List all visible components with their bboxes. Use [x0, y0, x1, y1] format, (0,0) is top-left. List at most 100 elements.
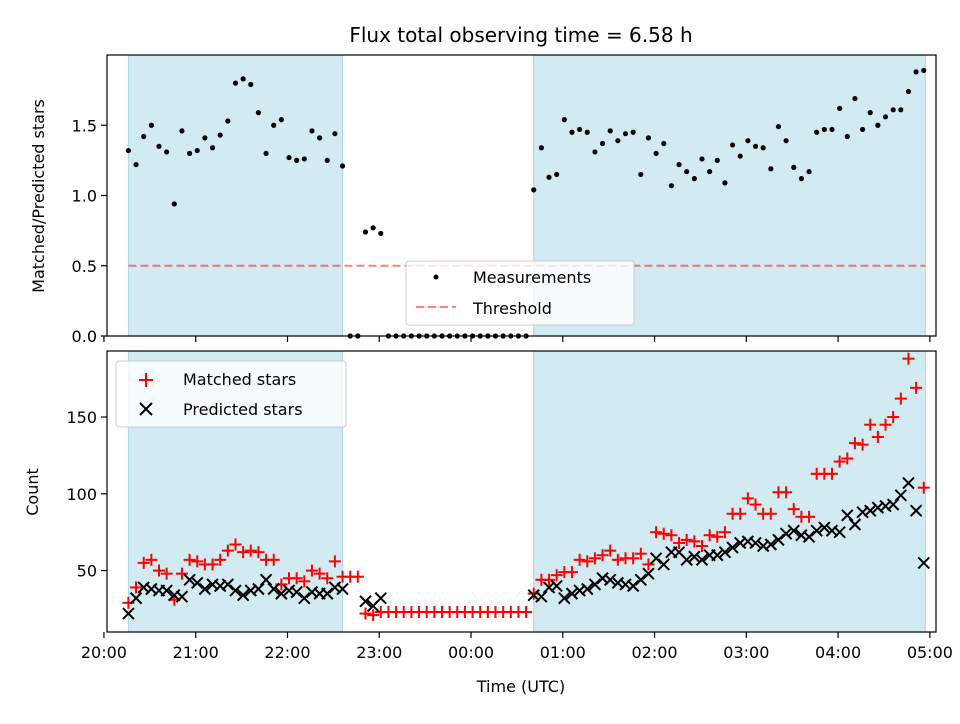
matched-point: [803, 510, 816, 523]
measurement-point: [729, 142, 736, 148]
matched-point: [137, 556, 150, 569]
matched-point: [695, 540, 708, 553]
matched-point: [244, 544, 257, 557]
matched-point: [153, 564, 166, 577]
measurement-point: [615, 138, 621, 144]
measurement-point: [867, 110, 873, 116]
measurement-point: [768, 166, 774, 172]
predicted-point: [198, 582, 212, 596]
matched-point: [581, 555, 594, 568]
measurement-point: [531, 187, 537, 193]
measurement-point: [607, 128, 613, 134]
measurement-point: [661, 140, 667, 147]
predicted-point: [252, 582, 265, 596]
predicted-point-b: [244, 584, 257, 597]
measurements-legend-label: Measurements: [473, 268, 591, 287]
predicted-point-b: [672, 545, 686, 559]
predicted-point-b: [535, 590, 548, 603]
measurement-point: [898, 107, 904, 113]
predicted-point-b: [183, 573, 196, 586]
matched-point: [657, 527, 670, 540]
measurement-point: [164, 149, 170, 155]
predicted-point-b: [718, 545, 732, 559]
y-tick-label: 150: [66, 408, 97, 427]
y-tick-label: 50: [77, 562, 97, 581]
measurement-point: [141, 133, 147, 140]
matched-point: [321, 572, 334, 585]
predicted-point-b: [864, 504, 877, 517]
predicted-point-b: [818, 521, 831, 534]
measurement-point: [691, 176, 697, 182]
measurement-point: [890, 107, 896, 113]
predicted-point-b: [917, 556, 930, 570]
predicted-point: [841, 509, 854, 522]
predicted-point: [275, 587, 288, 600]
matched-point: [191, 555, 204, 568]
predicted-point-b: [833, 525, 846, 539]
matched-point: [634, 547, 647, 560]
predicted-point-b: [642, 567, 655, 580]
measurement-point: [255, 110, 262, 116]
measurement-point: [584, 129, 590, 135]
measurement-point: [668, 183, 674, 189]
predicted-point: [802, 530, 816, 544]
matched-point: [871, 430, 884, 443]
measurement-point: [248, 81, 254, 88]
predicted-point: [221, 578, 235, 591]
matched-point: [550, 569, 563, 582]
measurements-legend-marker: [433, 274, 439, 280]
y-tick-label: 0.5: [72, 257, 97, 276]
y-tick-label: 1.5: [72, 116, 97, 135]
y-tick-label: 1.0: [72, 187, 97, 206]
measurement-point: [844, 133, 850, 140]
measurement-point: [913, 69, 919, 75]
measurement-point: [714, 157, 720, 163]
measurement-point: [156, 143, 162, 149]
predicted-point: [657, 558, 670, 571]
measurement-point: [760, 145, 766, 151]
matched-point: [680, 533, 693, 546]
matched-point: [130, 581, 143, 594]
matched-point: [573, 553, 586, 566]
shaded-interval-1: [127, 54, 344, 337]
x-tick-label: 23:00: [356, 643, 402, 662]
measurement-point: [317, 135, 323, 141]
predicted-point: [787, 524, 800, 537]
predicted-stars-series: [122, 476, 930, 620]
predicted-point: [122, 607, 135, 620]
predicted-point: [298, 592, 311, 605]
matched-point: [894, 392, 907, 405]
measurement-point: [209, 145, 216, 151]
measurement-point: [837, 105, 843, 111]
matched-point: [596, 549, 609, 562]
predicted-point: [565, 587, 579, 600]
predicted-point-b: [749, 536, 762, 550]
measurement-point: [622, 131, 629, 137]
predicted-point-b: [886, 498, 900, 511]
matched-point: [734, 507, 747, 520]
chart-title: Flux total observing time = 6.58 h: [349, 23, 692, 47]
predicted-point-b: [359, 595, 372, 608]
matched-point: [825, 467, 838, 480]
measurement-point: [775, 124, 782, 130]
predicted-point-b: [764, 538, 778, 551]
predicted-point-b: [259, 573, 273, 586]
y-tick-label: 100: [66, 485, 97, 504]
predicted-point-b: [298, 592, 311, 605]
matched-point: [175, 567, 188, 580]
predicted-point: [581, 582, 594, 596]
predicted-point-b: [649, 552, 663, 565]
matched-point: [604, 544, 617, 557]
predicted-point-b: [565, 587, 579, 600]
bottom-y-ticks: 50 100 150: [66, 408, 107, 581]
x-tick-label: 00:00: [448, 643, 494, 662]
predicted-point: [236, 588, 250, 602]
predicted-point-b: [634, 573, 648, 586]
predicted-point-b: [160, 584, 173, 597]
bottom-x-ticks: 20:00 21:00 22:00 23:00 00:00 01:00 02:00 03:00…: [81, 632, 953, 662]
predicted-point: [259, 573, 273, 586]
matched-point: [214, 553, 227, 566]
matched-point: [611, 553, 624, 566]
matched-point: [183, 553, 196, 566]
threshold-legend-label: Threshold: [472, 299, 552, 318]
